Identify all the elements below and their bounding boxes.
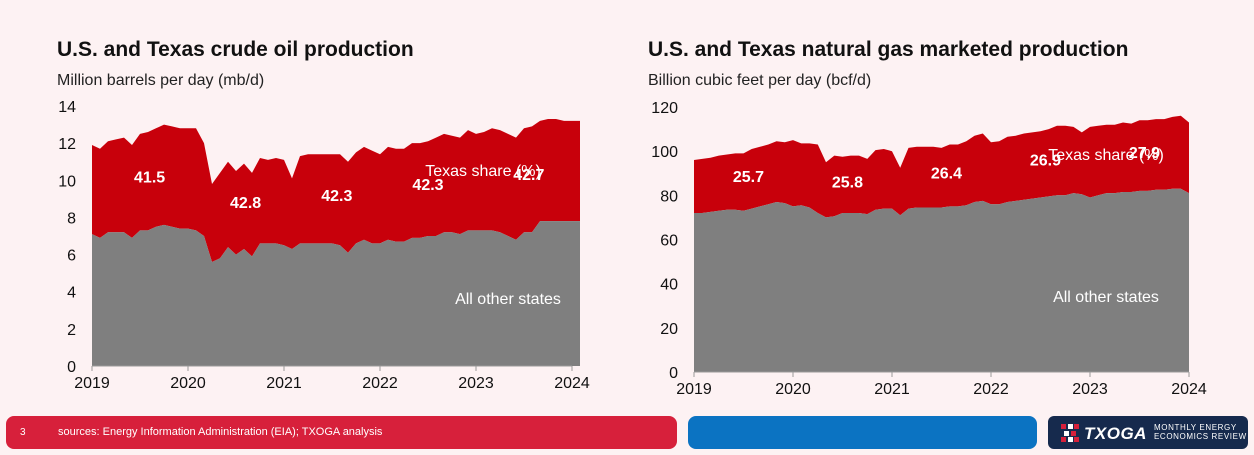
oil-y-tick-label: 2 [67,322,76,339]
oil-chart-panel: U.S. and Texas crude oil production Mill… [0,0,620,410]
oil-y-tick-label: 6 [67,248,76,265]
oil-texas-share-label: 42.7 [513,167,544,184]
oil-texas-share-label: 42.3 [412,177,443,194]
oil-y-tick-label: 10 [58,173,76,190]
gas-x-tick-label: 2020 [775,381,811,398]
gas-texas-share-label: 25.7 [733,169,764,186]
txoga-logo: TXOGA MONTHLY ENERGY ECONOMICS REVIEW [1048,416,1248,449]
gas-texas-share-label: 27.9 [1129,145,1160,162]
oil-texas-share-label: 41.5 [134,169,165,186]
oil-y-tick-label: 8 [67,210,76,227]
gas-y-tick-label: 40 [660,277,678,294]
source-bar: 3 sources: Energy Information Administra… [6,416,677,449]
gas-y-tick-label: 60 [660,233,678,250]
gas-y-tick-label: 20 [660,321,678,338]
oil-x-tick-label: 2020 [170,375,206,392]
gas-x-tick-label: 2022 [973,381,1009,398]
gas-texas-series-label: Texas share (%) [1048,147,1164,164]
oil-area-chart: 0 2 4 6 8 10 12 14 2019 2020 2021 2022 2023 2024 41.5 4… [58,99,590,392]
gas-other-states-area [694,188,1189,372]
gas-texas-share-label: 26.9 [1030,152,1061,169]
logo-wordmark: TXOGA [1084,424,1147,443]
source-note: sources: Energy Information Administrati… [58,426,383,438]
gas-x-tick-label: 2023 [1072,381,1108,398]
gas-texas-share-label: 26.4 [931,165,962,182]
logo-tagline-line-1: MONTHLY ENERGY [1154,423,1237,432]
oil-other-series-label: All other states [455,291,561,308]
gas-texas-share-label: 25.8 [832,174,863,191]
oil-chart-title: U.S. and Texas crude oil production [57,38,414,61]
txoga-mark-icon [1061,424,1079,442]
oil-y-tick-label: 4 [67,285,76,302]
oil-texas-share-label: 42.3 [321,188,352,205]
footer-blue-bar [688,416,1037,449]
oil-x-tick-label: 2019 [74,375,110,392]
oil-x-tick-label: 2022 [362,375,398,392]
oil-x-tick-label: 2023 [458,375,494,392]
logo-tagline-line-2: ECONOMICS REVIEW [1154,432,1247,441]
oil-texas-area [92,119,580,262]
oil-texas-share-label: 42.8 [230,195,261,212]
gas-x-tick-label: 2019 [676,381,712,398]
gas-y-tick-label: 100 [651,144,678,161]
gas-texas-area [694,115,1189,218]
oil-y-tick-label: 12 [58,136,76,153]
oil-y-tick-label: 14 [58,99,76,116]
gas-chart-panel: U.S. and Texas natural gas marketed prod… [630,0,1254,410]
oil-y-tick-label: 0 [67,359,76,376]
gas-other-series-label: All other states [1053,289,1159,306]
gas-x-tick-label: 2021 [874,381,910,398]
logo-tagline: MONTHLY ENERGY ECONOMICS REVIEW [1154,423,1247,441]
gas-chart-unit: Billion cubic feet per day (bcf/d) [648,72,872,89]
gas-x-tick-label: 2024 [1171,381,1207,398]
gas-y-tick-label: 120 [651,100,678,117]
oil-chart-unit: Million barrels per day (mb/d) [57,72,265,89]
oil-other-states-area [92,221,580,366]
gas-y-tick-label: 0 [669,365,678,382]
oil-texas-series-label: Texas share (%) [425,163,541,180]
gas-y-tick-label: 80 [660,188,678,205]
oil-x-tick-label: 2021 [266,375,302,392]
gas-chart-title: U.S. and Texas natural gas marketed prod… [648,38,1129,61]
gas-area-chart: 0 20 40 60 80 100 120 2019 2020 2021 2022 2023 2024 2… [651,100,1207,398]
oil-x-tick-label: 2024 [554,375,590,392]
page-number: 3 [20,427,26,438]
